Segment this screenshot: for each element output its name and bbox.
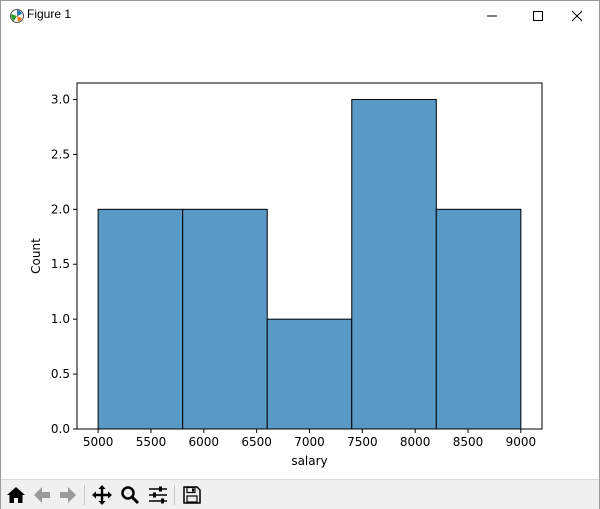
y-tick-label: 1.5 bbox=[51, 257, 70, 271]
histogram-bar bbox=[266, 318, 353, 430]
maximize-button[interactable] bbox=[515, 1, 561, 31]
figure-canvas[interactable]: 5000 5500 6000 6500 7000 7500 8000 8500 9000 0.0… bbox=[1, 31, 599, 479]
histogram-bar bbox=[182, 208, 268, 430]
histogram-bar bbox=[351, 98, 437, 430]
x-tick-label: 7000 bbox=[294, 435, 325, 449]
x-tick-label: 6000 bbox=[189, 435, 220, 449]
y-tick-label: 3.0 bbox=[51, 92, 70, 106]
matplotlib-icon bbox=[9, 8, 25, 24]
x-tick-label: 5500 bbox=[136, 435, 167, 449]
x-tick-label: 8500 bbox=[453, 435, 484, 449]
x-axis-label: salary bbox=[291, 454, 327, 468]
window-title: Figure 1 bbox=[27, 7, 72, 21]
close-button[interactable] bbox=[554, 1, 600, 31]
y-tick-label: 0.0 bbox=[51, 422, 70, 436]
home-icon bbox=[7, 487, 25, 503]
back-button[interactable] bbox=[30, 483, 54, 507]
pan-move-icon bbox=[92, 485, 112, 505]
minimize-button[interactable] bbox=[469, 1, 515, 31]
toolbar-separator bbox=[174, 485, 175, 505]
forward-arrow-icon bbox=[60, 487, 76, 503]
histogram-chart: 5000 5500 6000 6500 7000 7500 8000 8500 9000 0.0… bbox=[29, 82, 543, 468]
zoom-button[interactable] bbox=[118, 483, 142, 507]
x-tick-label: 8000 bbox=[400, 435, 431, 449]
zoom-magnifier-icon bbox=[121, 486, 140, 505]
maximize-icon bbox=[533, 11, 543, 21]
y-tick-label: 0.5 bbox=[51, 367, 70, 381]
save-floppy-icon bbox=[183, 486, 201, 504]
save-button[interactable] bbox=[180, 483, 204, 507]
histogram-bar bbox=[97, 208, 184, 430]
configure-subplots-icon bbox=[149, 486, 167, 504]
title-bar[interactable]: Figure 1 bbox=[1, 1, 599, 31]
minimize-icon bbox=[487, 15, 497, 17]
x-tick-label: 5000 bbox=[83, 435, 114, 449]
y-tick-label: 2.0 bbox=[51, 202, 70, 216]
navigation-toolbar bbox=[1, 479, 599, 509]
forward-button[interactable] bbox=[56, 483, 80, 507]
y-tick-label: 2.5 bbox=[51, 147, 70, 161]
histogram-bar bbox=[435, 208, 522, 430]
configure-subplots-button[interactable] bbox=[146, 483, 170, 507]
x-tick-label: 6500 bbox=[241, 435, 272, 449]
y-tick-label: 1.0 bbox=[51, 312, 70, 326]
y-axis-label: Count bbox=[29, 238, 43, 274]
x-tick-label: 9000 bbox=[506, 435, 537, 449]
close-icon bbox=[571, 10, 583, 22]
back-arrow-icon bbox=[34, 487, 50, 503]
x-tick-label: 7500 bbox=[347, 435, 378, 449]
pan-button[interactable] bbox=[90, 483, 114, 507]
toolbar-separator bbox=[84, 485, 85, 505]
home-button[interactable] bbox=[4, 483, 28, 507]
